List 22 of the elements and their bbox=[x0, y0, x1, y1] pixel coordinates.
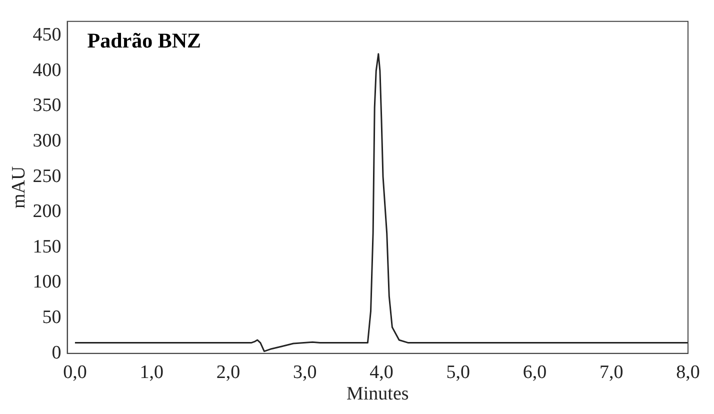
x-tick-label: 8,0 bbox=[676, 362, 700, 383]
x-tick-label: 0,0 bbox=[63, 362, 87, 383]
y-tick-label: 250 bbox=[32, 166, 62, 187]
x-tick-label: 3,0 bbox=[292, 362, 317, 383]
x-tick-label: 4,0 bbox=[370, 362, 394, 383]
x-tick-label: 1,0 bbox=[140, 362, 164, 383]
x-tick-label: 7,0 bbox=[599, 362, 624, 383]
y-tick-label: 400 bbox=[32, 60, 62, 81]
y-tick-label: 350 bbox=[32, 95, 62, 116]
y-tick-label: 200 bbox=[32, 201, 62, 222]
y-tick-label: 300 bbox=[32, 130, 62, 152]
annotation: Padrão BNZ bbox=[87, 28, 202, 52]
y-tick-label: 150 bbox=[32, 236, 62, 258]
y-tick-label: 0 bbox=[52, 342, 62, 364]
x-tick-label: 2,0 bbox=[216, 362, 240, 383]
x-axis-title: Minutes bbox=[346, 384, 409, 405]
y-tick-label: 100 bbox=[32, 272, 62, 293]
y-axis-title: mAU bbox=[8, 166, 30, 209]
y-tick-label: 450 bbox=[32, 24, 62, 46]
x-tick-label: 5,0 bbox=[446, 362, 470, 383]
x-tick-label: 6,0 bbox=[522, 362, 547, 383]
y-tick-label: 50 bbox=[42, 307, 62, 328]
